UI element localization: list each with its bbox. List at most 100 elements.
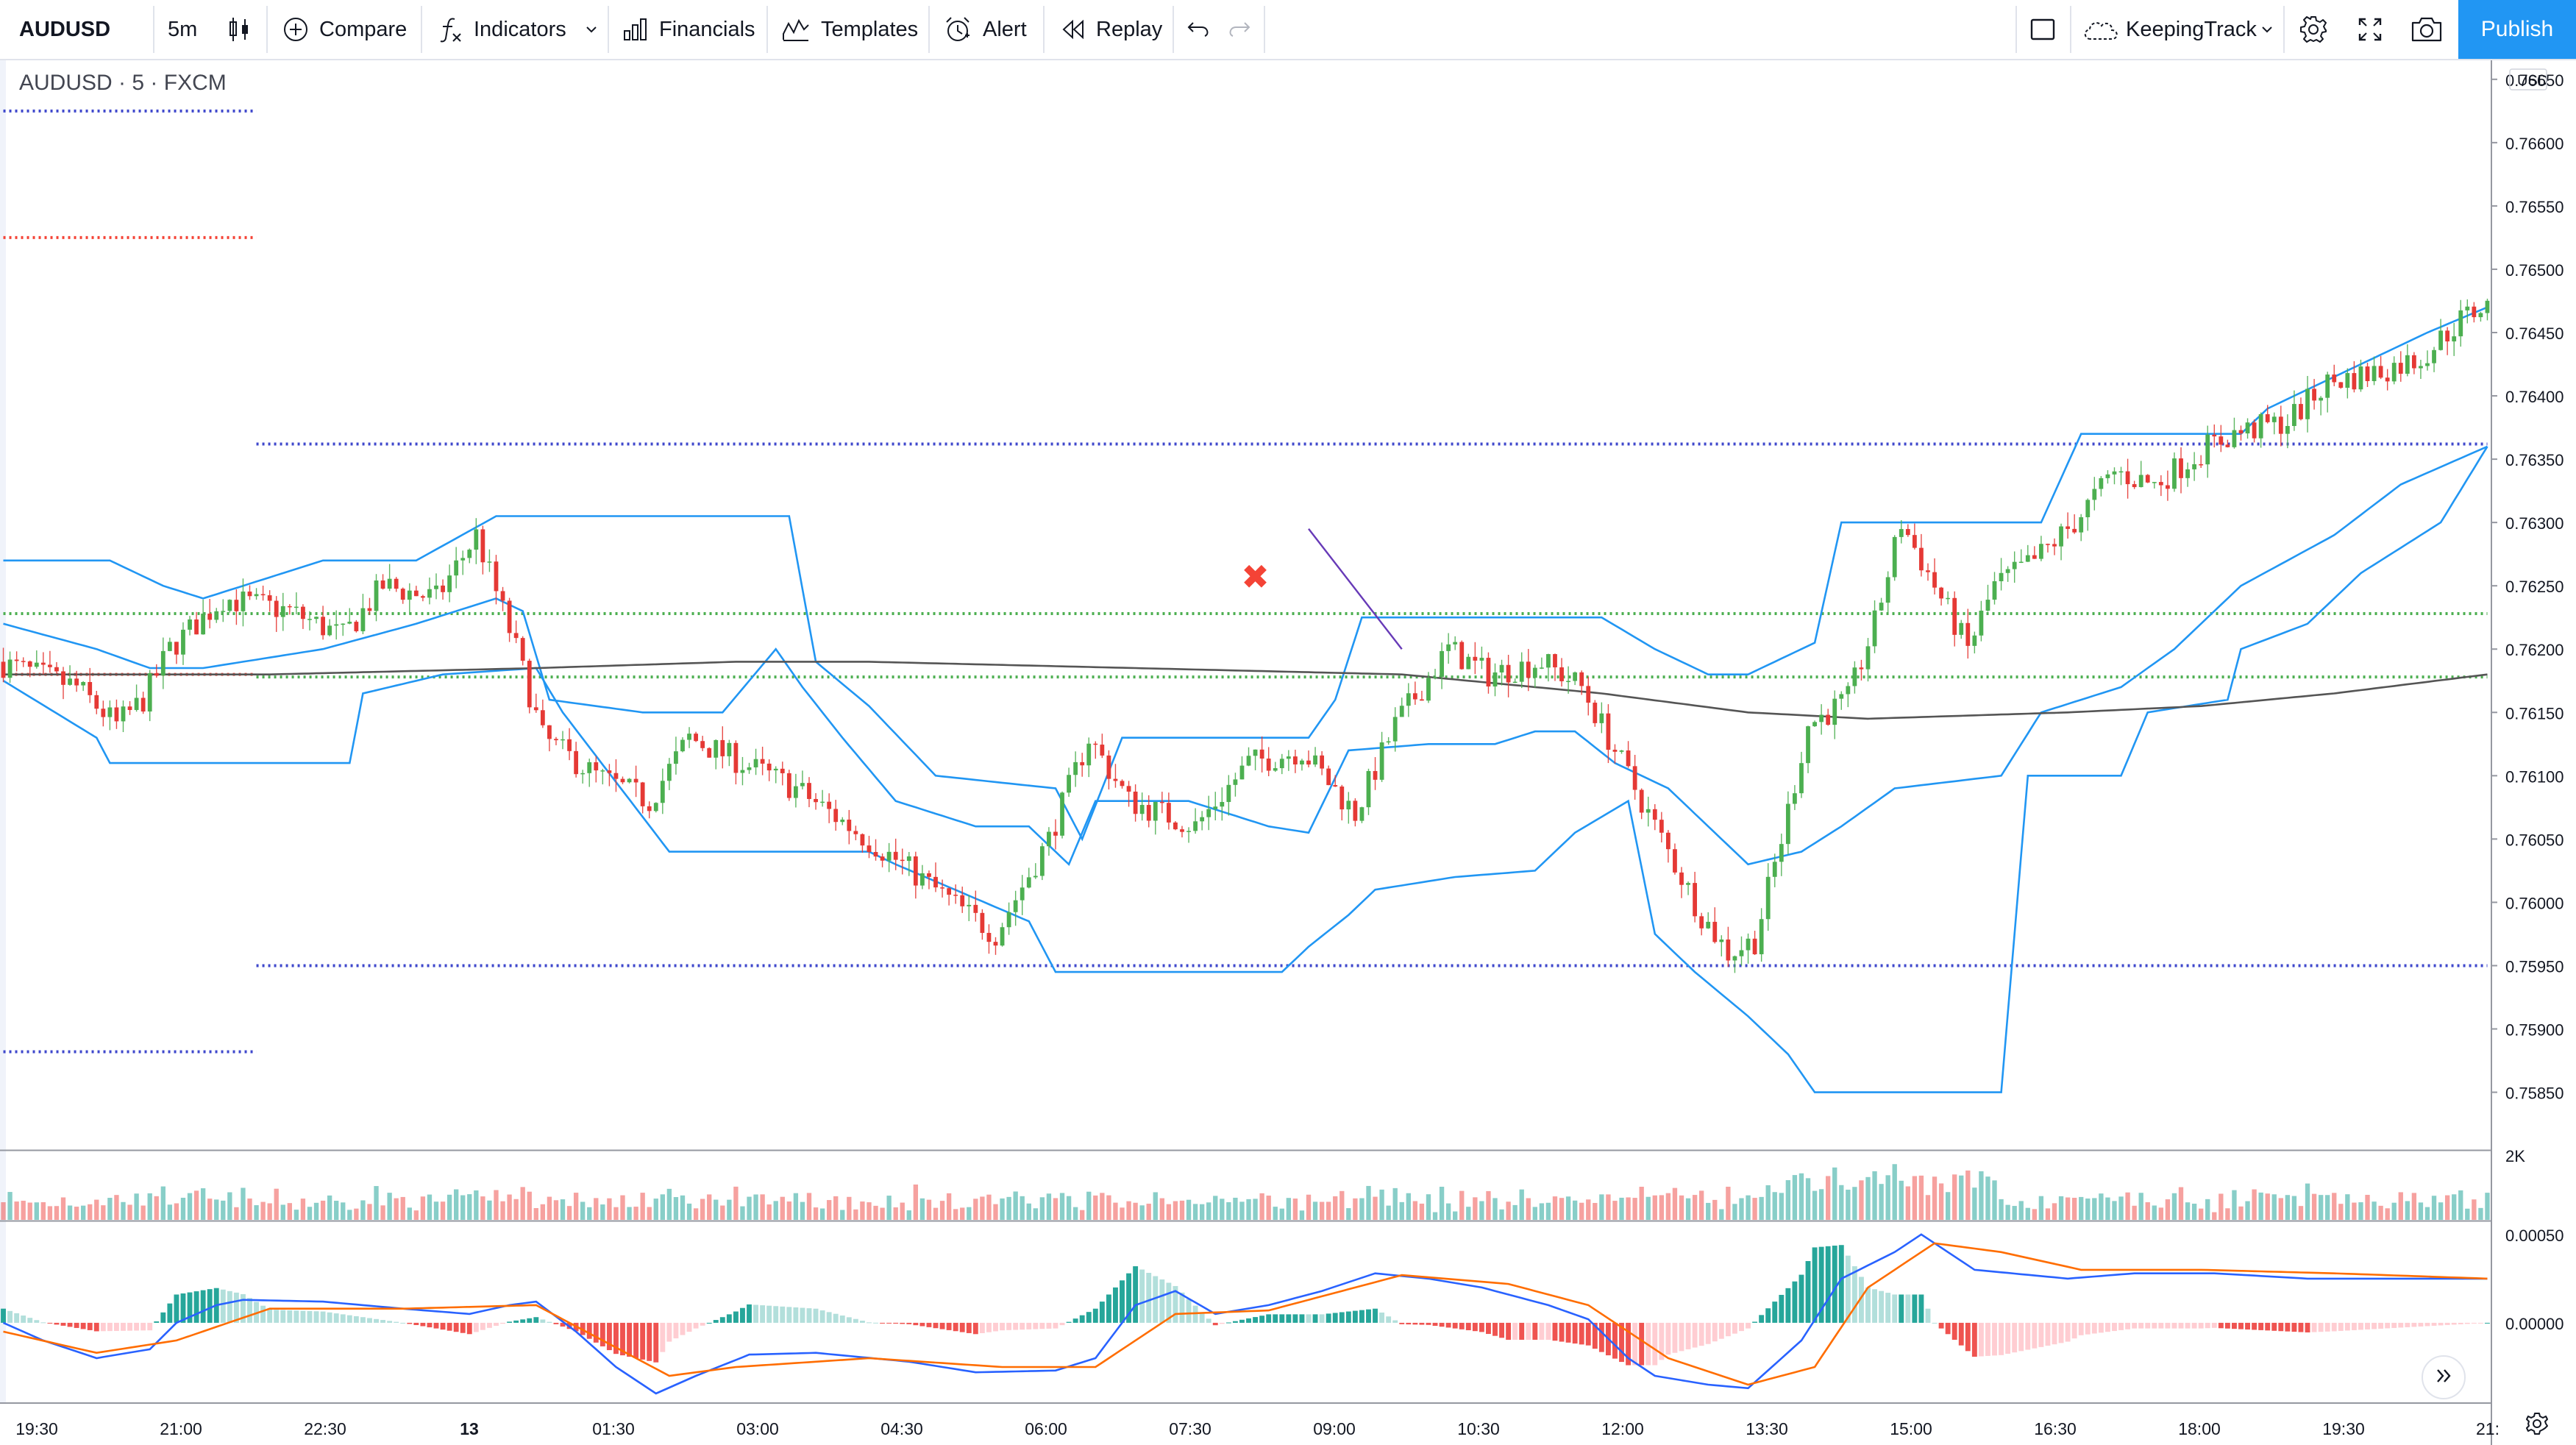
macd-histogram-bar — [1746, 1322, 1751, 1329]
volume-bar — [527, 1191, 532, 1220]
fullscreen-layout-button[interactable] — [2029, 0, 2057, 59]
candle-body — [1512, 681, 1518, 684]
macd-histogram-bar — [806, 1308, 812, 1323]
macd-histogram-bar — [959, 1322, 965, 1332]
macd-histogram-bar — [1779, 1294, 1785, 1323]
macd-histogram-bar — [939, 1322, 945, 1329]
macd-histogram-bar — [433, 1322, 439, 1329]
alert-button[interactable]: Alert — [943, 0, 1027, 59]
fullscreen-button[interactable] — [2355, 0, 2385, 59]
candle-body — [1899, 529, 1904, 537]
time-tick-label: 21: — [2476, 1419, 2499, 1438]
candle-body — [927, 873, 931, 877]
indicators-button[interactable]: Indicators — [437, 0, 566, 59]
settings-button[interactable] — [2298, 0, 2329, 59]
candle-body — [533, 707, 538, 711]
volume-bar — [1593, 1203, 1598, 1220]
macd-histogram-bar — [1426, 1322, 1431, 1325]
volume-bar — [707, 1194, 712, 1220]
undo-button[interactable] — [1186, 0, 1212, 59]
candle-body — [1546, 654, 1551, 668]
macd-histogram-bar — [873, 1322, 878, 1324]
volume-bar — [2431, 1196, 2437, 1220]
macd-histogram-bar — [1718, 1322, 1724, 1339]
volume-bar — [2478, 1207, 2483, 1220]
volume-bar — [2385, 1208, 2390, 1220]
candle-body — [21, 661, 26, 662]
candle-body — [853, 831, 858, 834]
macd-histogram-bar — [140, 1322, 146, 1331]
volume-bar — [786, 1201, 792, 1220]
publish-button[interactable]: Publish — [2458, 0, 2576, 59]
candle-body — [1306, 760, 1311, 765]
volume-bar — [640, 1193, 645, 1220]
chart-settings-button[interactable] — [2519, 1407, 2555, 1444]
candle-body — [1892, 536, 1897, 578]
snapshot-button[interactable] — [2410, 0, 2444, 59]
candle-body — [2025, 555, 2030, 562]
layout-name-button[interactable]: KeepingTrack — [2082, 0, 2257, 59]
macd-histogram-bar — [753, 1304, 759, 1323]
volume-bar — [953, 1209, 958, 1220]
financials-button[interactable]: Financials — [622, 0, 755, 59]
candle-body — [2319, 397, 2324, 401]
macd-histogram-bar — [693, 1322, 699, 1329]
candle-body — [513, 633, 519, 639]
candle-body — [2072, 528, 2077, 533]
macd-histogram-bar — [180, 1293, 186, 1323]
macd-histogram-bar — [926, 1322, 932, 1327]
volume-bar — [933, 1207, 939, 1220]
macd-histogram-bar — [1652, 1322, 1658, 1366]
macd-histogram-bar — [1406, 1322, 1412, 1325]
macd-histogram-bar — [2338, 1322, 2344, 1331]
macd-histogram-bar — [1965, 1322, 1971, 1352]
candle-body — [94, 695, 99, 709]
volume-bar — [474, 1190, 479, 1220]
macd-histogram-bar — [2112, 1322, 2117, 1332]
candle-body — [1706, 921, 1711, 929]
alert-label: Alert — [983, 17, 1027, 41]
redo-button[interactable] — [1225, 0, 1252, 59]
indicators-dropdown[interactable] — [584, 0, 599, 59]
macd-histogram-bar — [87, 1322, 93, 1330]
interval-button[interactable]: 5m — [168, 0, 197, 59]
volume-bar — [1445, 1203, 1451, 1220]
scroll-to-realtime-button[interactable] — [2422, 1355, 2466, 1399]
macd-histogram-bar — [1126, 1273, 1132, 1323]
symbol-search[interactable]: AUDUSD — [19, 0, 110, 59]
candle-body — [893, 851, 898, 860]
volume-bar — [1972, 1187, 1977, 1220]
macd-histogram-bar — [2218, 1322, 2224, 1329]
chart-style-button[interactable] — [227, 0, 252, 59]
candle-body — [341, 623, 346, 625]
candle-body — [1473, 656, 1478, 661]
chart-canvas[interactable]: ✖ 0.76650 0.76600 0.76550 0.76500 0.76450 0.76… — [0, 60, 2576, 1445]
macd-histogram-bar — [2098, 1322, 2104, 1333]
macd-histogram-bar — [2398, 1322, 2404, 1328]
macd-histogram-bar — [2471, 1322, 2477, 1324]
volume-bar — [1499, 1209, 1504, 1220]
templates-button[interactable]: Templates — [781, 0, 918, 59]
volume-bar — [727, 1199, 732, 1220]
candle-body — [2192, 464, 2197, 469]
candle-body — [1626, 750, 1631, 767]
candle-body — [1006, 912, 1011, 928]
layout-dropdown[interactable] — [2260, 0, 2274, 59]
replay-button[interactable]: Replay — [1059, 0, 1162, 59]
macd-histogram-bar — [1066, 1321, 1072, 1323]
candle-body — [61, 671, 65, 685]
legend-separator: · — [150, 71, 158, 95]
compare-button[interactable]: Compare — [282, 0, 407, 59]
macd-histogram-bar — [1765, 1308, 1771, 1323]
macd-histogram-bar — [606, 1322, 612, 1351]
volume-bar — [2038, 1196, 2044, 1220]
candle-body — [181, 629, 185, 655]
macd-histogram-bar — [1692, 1322, 1698, 1348]
volume-bar — [2391, 1202, 2397, 1220]
volume-bar — [620, 1195, 625, 1220]
volume-bar — [1399, 1201, 1404, 1220]
macd-histogram-bar — [2311, 1322, 2317, 1332]
macd-histogram-bar — [1632, 1322, 1638, 1366]
macd-histogram-bar — [1286, 1314, 1292, 1323]
interval-label: 5m — [168, 17, 198, 41]
